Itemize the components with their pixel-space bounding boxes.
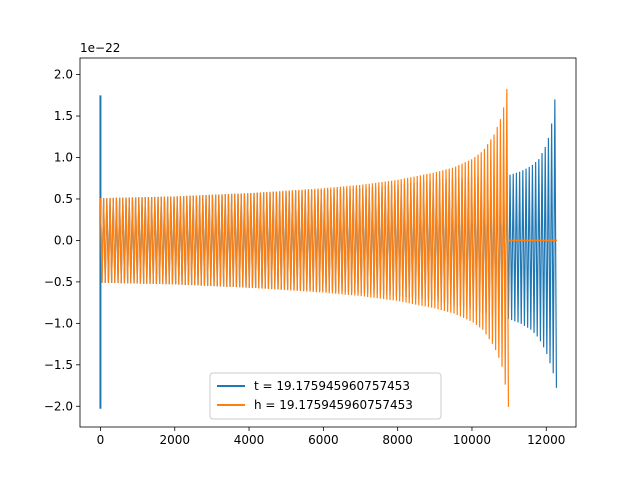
legend-label: h = 19.175945960757453 [254,398,413,412]
y-tick-label: −1.5 [44,358,73,372]
x-tick-label: 12000 [527,433,565,447]
x-tick-label: 10000 [453,433,491,447]
y-tick-label: 1.5 [54,109,73,123]
y-tick-label: −1.0 [44,316,73,330]
legend: t = 19.175945960757453 h = 19.17594596075… [209,372,442,420]
y-tick-label: 0.5 [54,192,73,206]
x-tick-label: 4000 [234,433,265,447]
y-tick-label: 0.0 [54,233,73,247]
plot-frame [79,57,577,428]
y-scale-label: 1e−22 [80,41,120,55]
series-2 [99,88,558,407]
x-tick-label: 8000 [382,433,413,447]
legend-label: t = 19.175945960757453 [254,379,410,393]
legend-item-1: t = 19.175945960757453 [217,379,410,393]
axes-frame [79,57,577,428]
y-tick-label: 2.0 [54,68,73,82]
y-axis: −2.0 −1.5 −1.0 −0.5 0.0 0.5 1.0 1.5 2.0 [44,68,80,413]
x-tick-label: 6000 [308,433,339,447]
legend-box [209,372,442,420]
y-tick-label: −2.0 [44,399,73,413]
legend-item-2: h = 19.175945960757453 [217,398,413,412]
series-2-line [99,88,510,407]
y-tick-label: 1.0 [54,151,73,165]
x-axis: 0 2000 4000 6000 8000 10000 12000 [97,427,565,447]
x-tick-label: 0 [97,433,105,447]
y-tick-label: −0.5 [44,275,73,289]
series-layer [99,88,558,409]
x-tick-label: 2000 [159,433,190,447]
